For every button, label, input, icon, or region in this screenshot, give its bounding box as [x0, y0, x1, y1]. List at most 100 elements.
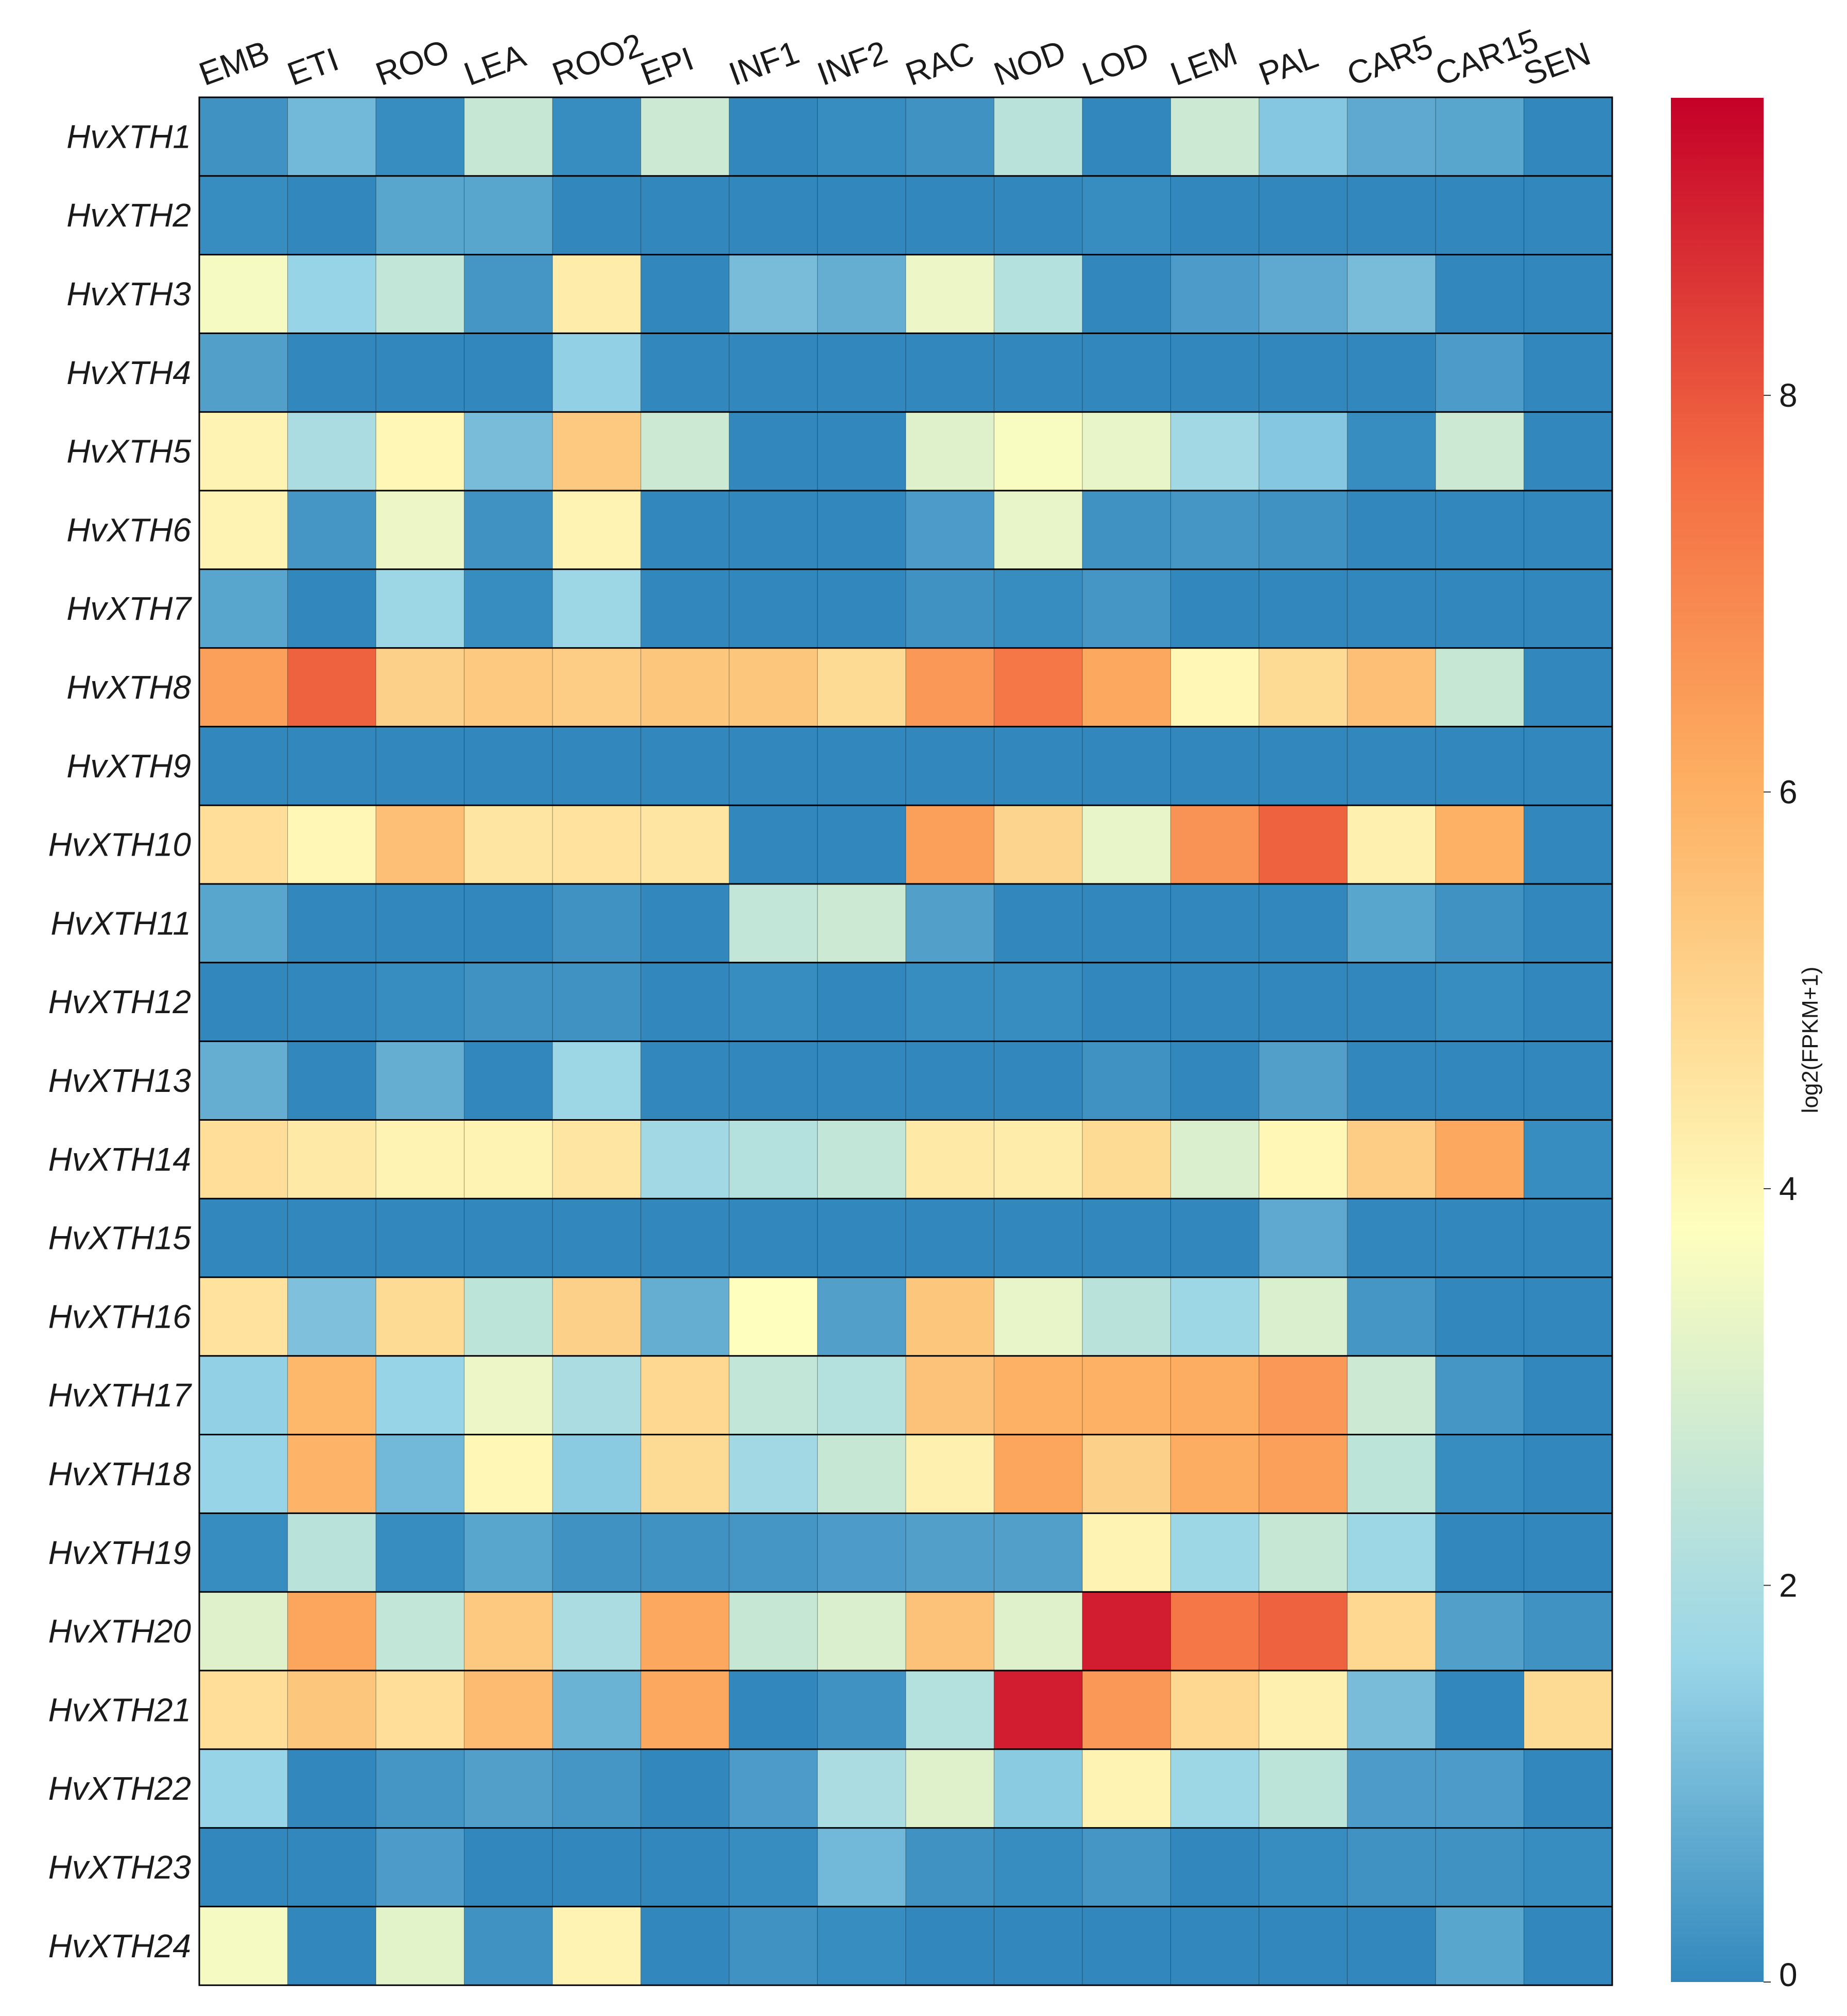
- heatmap-cell-HvXTH11-PAL: [1259, 884, 1348, 963]
- heatmap-cell-HvXTH24-EPI: [641, 1906, 730, 1986]
- heatmap-cell-HvXTH14-LEM: [1170, 1120, 1259, 1199]
- heatmap-cell-HvXTH7-ETI: [287, 569, 376, 649]
- heatmap-cell-HvXTH13-LOD: [1082, 1041, 1171, 1120]
- heatmap-cell-HvXTH23-LOD: [1082, 1828, 1171, 1907]
- heatmap-cell-HvXTH5-PAL: [1259, 412, 1348, 491]
- heatmap-cell-HvXTH23-EPI: [641, 1828, 730, 1907]
- heatmap-cell-HvXTH3-LOD: [1082, 254, 1171, 334]
- heatmap-cell-HvXTH9-RAC: [906, 726, 995, 806]
- heatmap-cell-HvXTH18-CAR15: [1436, 1434, 1525, 1514]
- heatmap-cell-HvXTH21-NOD: [994, 1671, 1083, 1750]
- heatmap-cell-HvXTH19-CAR15: [1436, 1513, 1525, 1592]
- heatmap-cell-HvXTH16-LOD: [1082, 1277, 1171, 1357]
- heatmap-cell-HvXTH4-LEA: [464, 333, 553, 412]
- heatmap-cell-HvXTH23-EMB: [199, 1828, 288, 1907]
- heatmap-cell-HvXTH24-PAL: [1259, 1906, 1348, 1986]
- heatmap-cell-HvXTH24-ROO: [376, 1906, 465, 1986]
- heatmap-cell-HvXTH5-ROO: [376, 412, 465, 491]
- heatmap-cell-HvXTH11-ROO2: [553, 884, 642, 963]
- heatmap-cell-HvXTH13-NOD: [994, 1041, 1083, 1120]
- heatmap-cell-HvXTH1-ETI: [287, 97, 376, 177]
- heatmap-cell-HvXTH4-EMB: [199, 333, 288, 412]
- heatmap-cell-HvXTH2-NOD: [994, 176, 1083, 255]
- heatmap-cell-HvXTH6-RAC: [906, 491, 995, 570]
- row-label: HvXTH18: [48, 1455, 192, 1492]
- heatmap-cell-HvXTH7-EPI: [641, 569, 730, 649]
- heatmap-cell-HvXTH19-CAR5: [1347, 1513, 1436, 1592]
- heatmap-cell-HvXTH2-INF1: [729, 176, 818, 255]
- heatmap-cell-HvXTH23-CAR5: [1347, 1828, 1436, 1907]
- row-label: HvXTH16: [48, 1298, 192, 1335]
- heatmap-cell-HvXTH15-LOD: [1082, 1198, 1171, 1278]
- heatmap-cell-HvXTH5-LEA: [464, 412, 553, 491]
- heatmap-cell-HvXTH9-NOD: [994, 726, 1083, 806]
- heatmap-cell-HvXTH21-INF2: [817, 1671, 906, 1750]
- heatmap-cell-HvXTH19-ETI: [287, 1513, 376, 1592]
- heatmap-cell-HvXTH3-SEN: [1524, 254, 1613, 334]
- heatmap-cell-HvXTH9-ETI: [287, 726, 376, 806]
- heatmap-cell-HvXTH15-RAC: [906, 1198, 995, 1278]
- row-label: HvXTH23: [48, 1849, 192, 1886]
- heatmap-cell-HvXTH5-ROO2: [553, 412, 642, 491]
- heatmap-cell-HvXTH10-RAC: [906, 805, 995, 884]
- heatmap-cell-HvXTH1-INF1: [729, 97, 818, 177]
- heatmap-cell-HvXTH16-CAR15: [1436, 1277, 1525, 1357]
- heatmap-cell-HvXTH7-SEN: [1524, 569, 1613, 649]
- heatmap-cell-HvXTH13-CAR15: [1436, 1041, 1525, 1120]
- row-label: HvXTH4: [66, 354, 191, 391]
- heatmap-cell-HvXTH4-ROO2: [553, 333, 642, 412]
- heatmap-cell-HvXTH17-SEN: [1524, 1355, 1613, 1435]
- heatmap-cell-HvXTH2-ROO: [376, 176, 465, 255]
- heatmap-cell-HvXTH23-SEN: [1524, 1828, 1613, 1907]
- heatmap-cell-HvXTH13-ROO2: [553, 1041, 642, 1120]
- heatmap-cell-HvXTH5-RAC: [906, 412, 995, 491]
- heatmap-cell-HvXTH10-LEA: [464, 805, 553, 884]
- colorbar-tick-label: 8: [1779, 377, 1798, 414]
- heatmap-cell-HvXTH23-RAC: [906, 1828, 995, 1907]
- heatmap-cell-HvXTH18-EPI: [641, 1434, 730, 1514]
- heatmap-cell-HvXTH11-INF2: [817, 884, 906, 963]
- heatmap-cell-HvXTH11-INF1: [729, 884, 818, 963]
- heatmap-cell-HvXTH15-EPI: [641, 1198, 730, 1278]
- heatmap-cell-HvXTH22-INF2: [817, 1749, 906, 1829]
- heatmap-cell-HvXTH10-LEM: [1170, 805, 1259, 884]
- heatmap-cell-HvXTH9-PAL: [1259, 726, 1348, 806]
- heatmap-cell-HvXTH10-PAL: [1259, 805, 1348, 884]
- heatmap-cell-HvXTH18-PAL: [1259, 1434, 1348, 1514]
- column-label: INF2: [813, 33, 892, 93]
- heatmap-cell-HvXTH11-LOD: [1082, 884, 1171, 963]
- row-label: HvXTH1: [66, 118, 191, 155]
- heatmap-cell-HvXTH1-INF2: [817, 97, 906, 177]
- heatmap-cell-HvXTH2-LEA: [464, 176, 553, 255]
- heatmap-cell-HvXTH16-EMB: [199, 1277, 288, 1357]
- heatmap-cell-HvXTH2-LEM: [1170, 176, 1259, 255]
- heatmap-cell-HvXTH22-CAR15: [1436, 1749, 1525, 1829]
- heatmap-cell-HvXTH5-SEN: [1524, 412, 1613, 491]
- heatmap-cell-HvXTH4-CAR15: [1436, 333, 1525, 412]
- heatmap-cell-HvXTH23-NOD: [994, 1828, 1083, 1907]
- heatmap-cell-HvXTH8-LEM: [1170, 648, 1259, 727]
- heatmap-cell-HvXTH18-ROO: [376, 1434, 465, 1514]
- heatmap-cell-HvXTH23-ETI: [287, 1828, 376, 1907]
- heatmap-cell-HvXTH3-PAL: [1259, 254, 1348, 334]
- heatmap-cell-HvXTH15-CAR5: [1347, 1198, 1436, 1278]
- heatmap-cell-HvXTH21-CAR5: [1347, 1671, 1436, 1750]
- heatmap-cell-HvXTH15-ROO2: [553, 1198, 642, 1278]
- heatmap-cell-HvXTH22-EPI: [641, 1749, 730, 1829]
- heatmap-cell-HvXTH17-ETI: [287, 1355, 376, 1435]
- column-label: RAC: [901, 34, 979, 93]
- heatmap-cell-HvXTH18-ETI: [287, 1434, 376, 1514]
- heatmap-cell-HvXTH12-RAC: [906, 962, 995, 1042]
- heatmap-cell-HvXTH11-RAC: [906, 884, 995, 963]
- heatmap-cell-HvXTH19-EPI: [641, 1513, 730, 1592]
- column-label: EMB: [194, 33, 274, 93]
- heatmap-cell-HvXTH24-LEM: [1170, 1906, 1259, 1986]
- column-label: ROO: [371, 32, 454, 93]
- column-label: ROO2: [547, 26, 648, 93]
- heatmap-cell-HvXTH5-CAR5: [1347, 412, 1436, 491]
- heatmap-cell-HvXTH14-LEA: [464, 1120, 553, 1199]
- heatmap-cell-HvXTH14-PAL: [1259, 1120, 1348, 1199]
- heatmap-cell-HvXTH9-EPI: [641, 726, 730, 806]
- heatmap-cell-HvXTH21-PAL: [1259, 1671, 1348, 1750]
- heatmap-cell-HvXTH19-RAC: [906, 1513, 995, 1592]
